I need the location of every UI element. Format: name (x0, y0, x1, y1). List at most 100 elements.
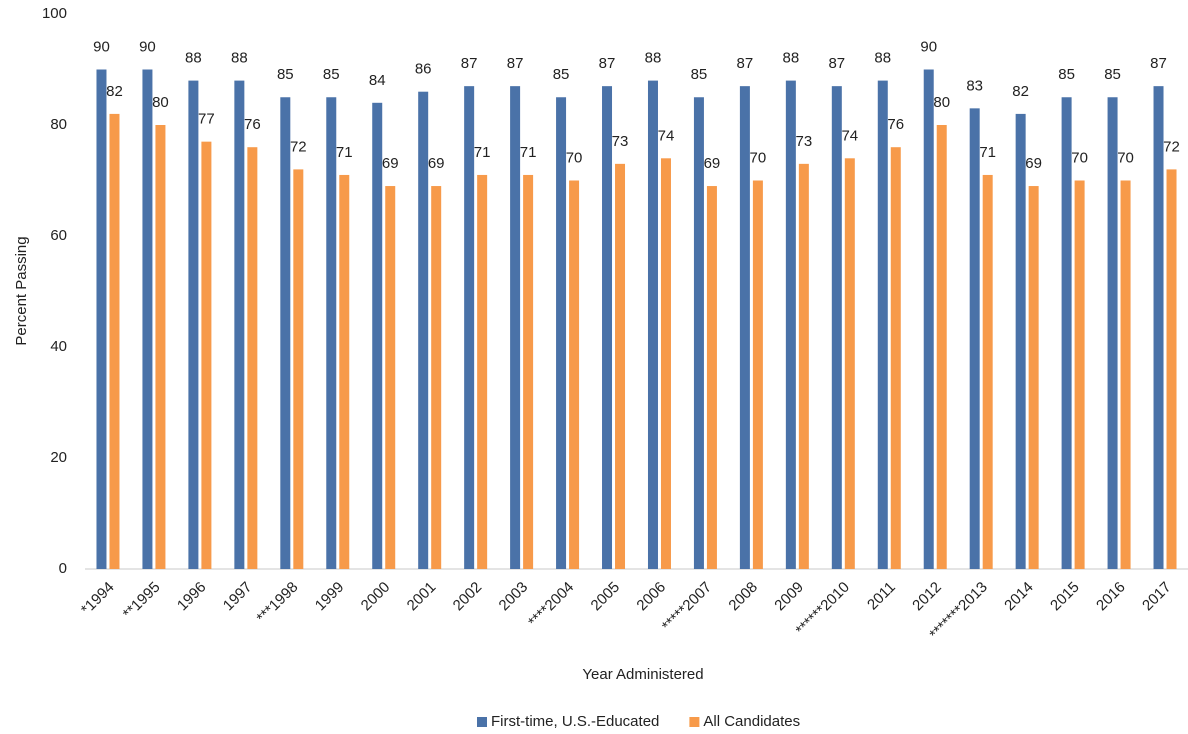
x-tick-label: 1997 (220, 579, 256, 615)
bar (660, 158, 671, 570)
x-tick-label: 2000 (358, 579, 394, 615)
value-label: 71 (979, 144, 996, 161)
bar (293, 169, 304, 569)
value-label: 69 (1025, 155, 1042, 172)
value-label: 70 (566, 149, 583, 166)
x-tick-label: 2002 (450, 579, 486, 615)
y-tick-label: 0 (59, 560, 67, 577)
value-label: 71 (520, 144, 537, 161)
bar (372, 102, 383, 570)
x-tick-label: 2001 (404, 579, 440, 615)
bar (569, 180, 580, 569)
bar (523, 174, 534, 569)
value-label: 85 (277, 66, 294, 83)
legend-label: All Candidates (703, 713, 800, 730)
value-label: 84 (369, 72, 386, 89)
value-label: 80 (933, 94, 950, 111)
bar (1107, 97, 1118, 569)
bar (798, 163, 809, 569)
value-label: 74 (841, 127, 858, 144)
bar (280, 97, 291, 569)
bar (142, 69, 153, 569)
value-label: 83 (966, 77, 983, 94)
value-label: 69 (704, 155, 721, 172)
value-label: 88 (645, 50, 662, 67)
value-label: 85 (1058, 66, 1075, 83)
value-label: 82 (106, 83, 123, 100)
y-tick-label: 20 (50, 449, 67, 466)
bar (418, 91, 429, 569)
y-tick-label: 80 (50, 116, 67, 133)
value-label: 85 (1104, 66, 1121, 83)
x-tick-label: 2016 (1093, 579, 1129, 615)
x-tick-label: *1994 (78, 579, 118, 619)
value-label: 76 (244, 116, 261, 133)
value-label: 87 (599, 55, 616, 72)
x-tick-label: ****2004 (525, 579, 577, 631)
x-tick-label: 2011 (864, 579, 899, 614)
value-label: 87 (828, 55, 845, 72)
value-label: 88 (231, 50, 248, 67)
value-label: 70 (1071, 149, 1088, 166)
value-label: 87 (1150, 55, 1167, 72)
bar (201, 141, 212, 569)
value-label: 88 (185, 50, 202, 67)
value-label: 88 (783, 50, 800, 67)
legend-label: First-time, U.S.-Educated (491, 713, 659, 730)
bar (510, 86, 521, 570)
x-tick-label: 2005 (588, 579, 624, 615)
value-label: 86 (415, 61, 432, 78)
value-label: 77 (198, 111, 215, 128)
bar (923, 69, 934, 569)
bar (647, 80, 658, 569)
bar (1166, 169, 1177, 569)
value-label: 85 (553, 66, 570, 83)
value-label: 88 (874, 50, 891, 67)
bar (109, 113, 120, 570)
value-label: 73 (612, 133, 629, 150)
x-tick-label: 2012 (909, 579, 945, 615)
y-axis-title: Percent Passing (13, 236, 30, 345)
value-label: 82 (1012, 83, 1029, 100)
x-tick-label: 2003 (496, 579, 532, 615)
bar (890, 147, 901, 569)
x-tick-label: 2006 (633, 579, 669, 615)
value-label: 69 (428, 155, 445, 172)
bar (431, 186, 442, 570)
bar (602, 86, 613, 570)
value-label: 70 (1117, 149, 1134, 166)
value-label: 90 (139, 38, 156, 55)
bar (326, 97, 337, 569)
value-label: 70 (750, 149, 767, 166)
x-tick-label: **1995 (120, 579, 164, 623)
bar (831, 86, 842, 570)
x-tick-label: 2008 (725, 579, 761, 615)
bar (1074, 180, 1085, 569)
bar (936, 125, 947, 569)
bar (247, 147, 258, 569)
value-label: 90 (93, 38, 110, 55)
bar (1028, 186, 1039, 570)
bar (615, 163, 626, 569)
value-label: 87 (461, 55, 478, 72)
value-label: 87 (507, 55, 524, 72)
x-axis-title: Year Administered (582, 666, 703, 683)
value-label: 76 (887, 116, 904, 133)
bar (693, 97, 704, 569)
bar (96, 69, 107, 569)
value-label: 72 (1163, 138, 1180, 155)
y-tick-label: 60 (50, 227, 67, 244)
bar (385, 186, 396, 570)
bar (752, 180, 763, 569)
bar (234, 80, 245, 569)
value-label: 87 (737, 55, 754, 72)
bar (155, 125, 166, 569)
bar (739, 86, 750, 570)
value-label: 80 (152, 94, 169, 111)
value-label: 71 (474, 144, 491, 161)
x-tick-label: 2009 (771, 579, 807, 615)
bar (1015, 113, 1026, 570)
value-label: 85 (691, 66, 708, 83)
bar (188, 80, 199, 569)
